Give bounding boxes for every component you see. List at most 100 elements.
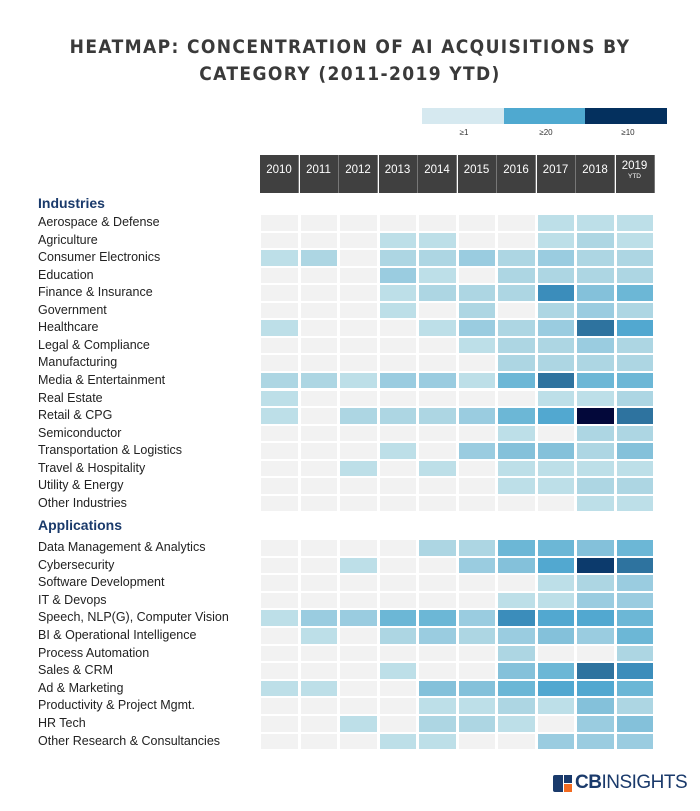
heatmap-cell xyxy=(615,249,654,267)
heatmap-cell xyxy=(339,679,378,698)
heatmap-cell xyxy=(299,231,338,250)
heatmap-cell xyxy=(378,679,417,698)
heatmap-cell xyxy=(457,459,496,478)
row-label: Process Automation xyxy=(38,645,150,660)
heatmap-cell xyxy=(260,371,299,390)
heatmap-cell xyxy=(299,609,338,627)
heatmap-cell xyxy=(299,556,338,575)
heatmap-cell xyxy=(457,715,496,733)
heatmap-cell xyxy=(378,301,417,320)
heatmap-cell xyxy=(497,442,536,460)
heatmap-cell xyxy=(299,539,338,557)
heatmap-cell xyxy=(260,662,299,680)
heatmap-cell xyxy=(576,214,615,232)
heatmap-cell xyxy=(339,336,378,355)
heatmap-cell xyxy=(615,494,654,513)
heatmap-cell xyxy=(299,266,338,285)
row-label: Aerospace & Defense xyxy=(38,215,160,229)
heatmap-cell xyxy=(615,556,654,575)
heatmap-cell xyxy=(260,627,299,645)
heatmap-cell xyxy=(615,459,654,478)
heatmap-cell xyxy=(497,214,536,232)
heatmap-cell xyxy=(378,371,417,390)
heatmap-cell xyxy=(339,494,378,513)
heatmap-cell xyxy=(615,319,654,337)
heatmap-cell xyxy=(615,715,654,733)
heatmap-cell xyxy=(339,354,378,372)
heatmap-cell xyxy=(576,662,615,680)
row-label: HR Tech xyxy=(38,716,86,730)
cbinsights-logo: CB INSIGHTS xyxy=(553,772,688,794)
heatmap-cell xyxy=(260,697,299,715)
heatmap-cell xyxy=(299,371,338,390)
heatmap-cell xyxy=(339,591,378,610)
column-header-2017: 2017 xyxy=(536,155,576,193)
heatmap-cell xyxy=(378,715,417,733)
heatmap-cell xyxy=(457,556,496,575)
heatmap-cell xyxy=(576,732,615,751)
heatmap-cell xyxy=(418,539,457,557)
heatmap-cell xyxy=(260,407,299,425)
heatmap-cell xyxy=(457,284,496,302)
heatmap-cell xyxy=(576,644,615,663)
heatmap-cell xyxy=(457,539,496,557)
heatmap-cell xyxy=(576,249,615,267)
heatmap-cell xyxy=(418,424,457,443)
column-header-2014: 2014 xyxy=(418,155,457,193)
heatmap-cell xyxy=(378,231,417,250)
heatmap-cell xyxy=(418,231,457,250)
heatmap-cell xyxy=(378,591,417,610)
heatmap-cell xyxy=(615,371,654,390)
heatmap-cell xyxy=(418,644,457,663)
heatmap-cell xyxy=(497,609,536,627)
heatmap-cell xyxy=(576,336,615,355)
column-header-2010: 2010 xyxy=(260,155,299,193)
heatmap-cell xyxy=(457,662,496,680)
row-label: Real Estate xyxy=(38,390,103,405)
heatmap-cell xyxy=(418,319,457,337)
heatmap-cell xyxy=(457,697,496,715)
heatmap-cell xyxy=(418,697,457,715)
heatmap-cell xyxy=(418,354,457,372)
heatmap-cell xyxy=(497,539,536,557)
heatmap-cell xyxy=(418,214,457,232)
heatmap-cell xyxy=(418,249,457,267)
heatmap-cell xyxy=(536,266,575,285)
row-label: Transportation & Logistics xyxy=(38,443,183,458)
heatmap-cell xyxy=(536,477,575,495)
heatmap-cell xyxy=(536,539,575,557)
heatmap-cell xyxy=(378,556,417,575)
heatmap-cell xyxy=(615,644,654,663)
heatmap-cell xyxy=(497,662,536,680)
heatmap-cell xyxy=(536,214,575,232)
row-label: Travel & Hospitality xyxy=(38,460,146,475)
heatmap-cell xyxy=(339,609,378,627)
heatmap-cell xyxy=(260,389,299,408)
heatmap-cell xyxy=(339,477,378,495)
heatmap-cell xyxy=(378,644,417,663)
heatmap-cell xyxy=(260,459,299,478)
heatmap-cell xyxy=(576,609,615,627)
heatmap-cell xyxy=(457,679,496,698)
heatmap-cell xyxy=(497,697,536,715)
heatmap-cell xyxy=(378,266,417,285)
heatmap-cell xyxy=(536,231,575,250)
heatmap-cell xyxy=(299,591,338,610)
row-label: Sales & CRM xyxy=(38,663,114,678)
heatmap-cell xyxy=(576,556,615,575)
column-header-label: 2015 xyxy=(463,164,490,176)
heatmap-cell xyxy=(339,424,378,443)
heatmap-cell xyxy=(378,284,417,302)
legend-swatch-high xyxy=(585,108,668,124)
row-label: Productivity & Project Mgmt. xyxy=(38,698,195,713)
heatmap-cell xyxy=(299,679,338,698)
heatmap-cell xyxy=(260,477,299,495)
heatmap-cell xyxy=(299,319,338,337)
row-label: Other Industries xyxy=(38,495,127,510)
heatmap-cell xyxy=(457,266,496,285)
column-header-label: 2013 xyxy=(384,164,411,176)
heatmap-cell xyxy=(497,679,536,698)
heatmap-cell xyxy=(497,459,536,478)
heatmap-cell xyxy=(339,266,378,285)
heatmap-cell xyxy=(536,442,575,460)
